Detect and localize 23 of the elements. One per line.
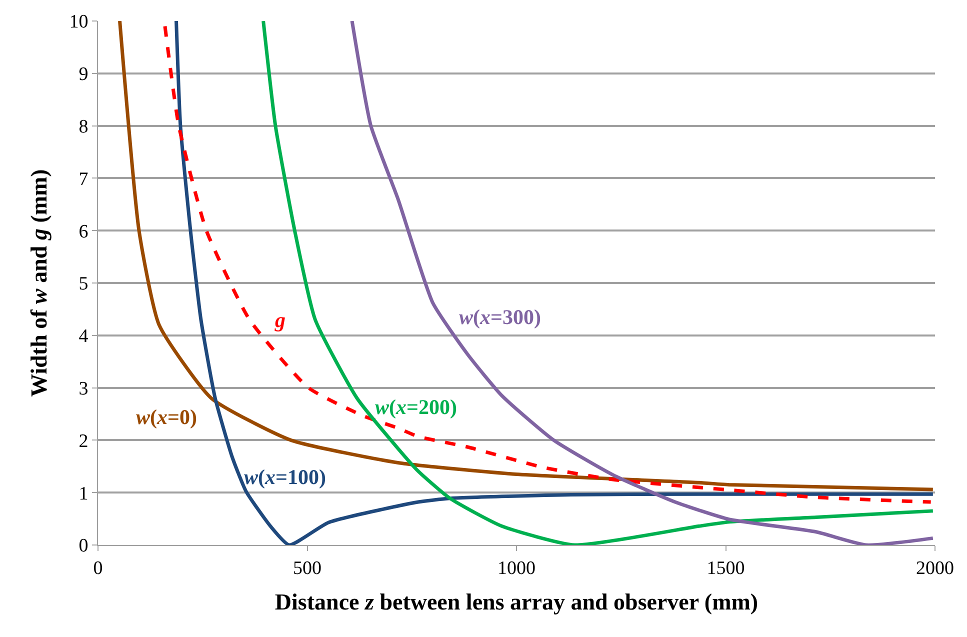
y-tick-label: 9 [78, 64, 88, 86]
x-tick-label: 1500 [706, 558, 745, 579]
x-tick-label: 1000 [498, 558, 536, 579]
y-tick-label: 3 [78, 378, 88, 400]
series-label: g [274, 308, 286, 332]
y-tick-label: 7 [78, 168, 88, 190]
series-label: w(x=200) [375, 395, 457, 419]
y-tick-label: 2 [78, 430, 88, 452]
y-tick-label: 8 [78, 116, 88, 138]
y-tick-label: 5 [78, 274, 88, 295]
y-tick-label: 10 [69, 12, 88, 33]
y-tick-label: 6 [78, 221, 88, 242]
x-tick-label: 2000 [916, 558, 954, 579]
series-label: w(x=0) [136, 405, 197, 429]
y-tick-label: 1 [78, 483, 88, 504]
series-label: w(x=100) [244, 465, 326, 489]
x-tick-label: 500 [293, 558, 322, 579]
y-tick-label: 0 [78, 536, 88, 557]
y-tick-label: 4 [78, 326, 89, 348]
x-axis-title: Distance z between lens array and observer (mm) [274, 589, 758, 614]
y-axis-title: Width of w and g (mm) [26, 169, 52, 397]
x-tick-label: 0 [93, 558, 103, 579]
series-label: w(x=300) [459, 305, 541, 329]
